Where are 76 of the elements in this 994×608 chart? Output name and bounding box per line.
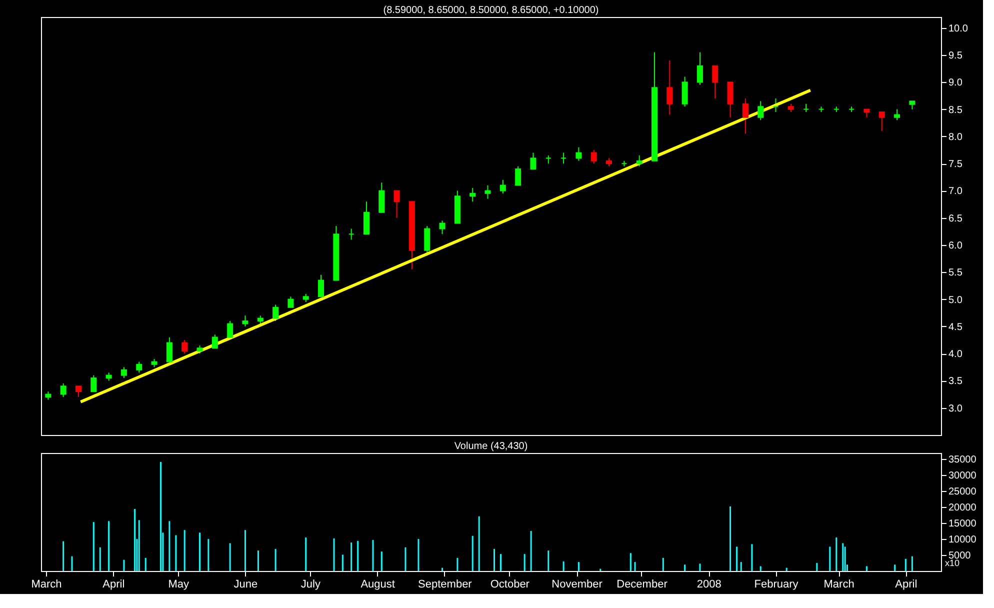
y-tick-label: 6.0 <box>948 240 963 252</box>
chart-title: Volume (43,430) <box>454 441 528 452</box>
x-tick-label: May <box>168 578 190 590</box>
y-tick-label: 35000 <box>948 454 977 466</box>
candlestick <box>348 228 354 240</box>
y-tick-label: 4.5 <box>948 322 963 333</box>
candlestick <box>530 152 536 170</box>
candlestick <box>90 374 97 392</box>
x-tick-label: October <box>490 578 530 590</box>
y-tick-label: 6.5 <box>948 213 963 224</box>
candlestick <box>378 182 385 213</box>
y-tick-label: 8.5 <box>948 104 963 116</box>
y-tick-label: 20000 <box>948 502 977 514</box>
candlestick <box>636 154 642 167</box>
candlestick <box>182 340 188 354</box>
candlestick <box>75 386 82 398</box>
x-tick-label: December <box>616 578 668 590</box>
y-tick-label: 4.0 <box>948 349 963 360</box>
candlestick <box>560 152 567 164</box>
x-tick-label: April <box>102 578 125 590</box>
candlestick <box>212 334 218 349</box>
candlestick <box>470 188 476 202</box>
candlestick <box>394 190 400 218</box>
candlestick <box>424 226 430 254</box>
candlestick <box>136 361 142 374</box>
y-tick-label: 3.0 <box>948 403 963 414</box>
candlestick <box>439 220 446 235</box>
x-tick-label: February <box>754 578 799 590</box>
y-tick-label: 10.0 <box>948 23 968 34</box>
y-tick-label: 7.0 <box>948 186 963 198</box>
y-tick-label: 9.5 <box>948 50 963 62</box>
candlestick <box>515 166 522 186</box>
x-tick-label: June <box>234 578 258 590</box>
candlestick <box>666 60 673 116</box>
candlestick <box>696 52 703 86</box>
y-tick-label: 5.0 <box>948 294 963 306</box>
y-tick-label: 30000 <box>948 470 977 482</box>
candlestick <box>772 98 779 112</box>
x-tick-label: November <box>552 578 603 590</box>
candlestick <box>227 320 234 338</box>
x-tick-label: July <box>300 578 321 590</box>
candlestick <box>484 184 491 200</box>
candlestick <box>758 100 764 121</box>
x-tick-label: April <box>895 578 918 590</box>
candlestick <box>318 274 324 298</box>
candlestick <box>272 304 279 322</box>
y-tick-label: 7.5 <box>948 159 963 170</box>
y-tick-label: 3.5 <box>948 376 963 388</box>
x-tick-label: September <box>418 578 472 590</box>
chart-title: (8.59000, 8.65000, 8.50000, 8.65000, +0.10000) <box>383 5 599 16</box>
x-tick-label: March <box>31 578 62 590</box>
x-tick-label: March <box>824 578 854 590</box>
x-tick-label: 2008 <box>696 578 722 590</box>
candlestick <box>727 82 734 118</box>
candlestick <box>120 366 127 378</box>
y-tick-label: 10000 <box>948 534 977 546</box>
candlestick <box>363 201 370 235</box>
y-tick-label: 9.0 <box>948 78 963 89</box>
y-tick-label: 25000 <box>948 486 977 498</box>
candlestick <box>576 146 582 162</box>
candlestick <box>894 108 900 121</box>
x-tick-label: August <box>360 578 395 590</box>
y-tick-label: 15000 <box>948 518 977 530</box>
candlestick <box>288 296 294 308</box>
y-tick-label: 5.5 <box>948 268 963 279</box>
candlestick <box>742 98 748 134</box>
candlestick <box>590 150 597 164</box>
candlestick <box>60 382 66 398</box>
y-tick-label: 8.0 <box>948 132 963 143</box>
text: x10 <box>945 558 960 568</box>
candlestick <box>242 315 248 327</box>
candlestick <box>682 76 688 108</box>
candlestick <box>712 65 718 99</box>
candlestick <box>878 112 885 132</box>
candlestick <box>500 179 506 194</box>
candlestick <box>166 336 172 362</box>
